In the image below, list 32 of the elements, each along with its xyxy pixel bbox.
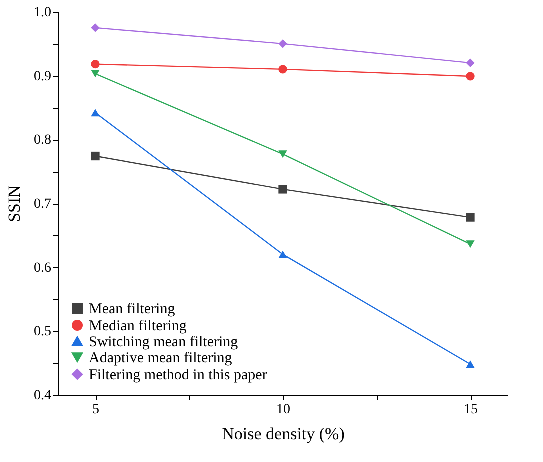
point <box>278 150 288 158</box>
y-tick-label: 1.0 <box>34 6 52 20</box>
point <box>278 250 288 258</box>
legend-label: Mean filtering <box>89 302 176 318</box>
y-tick-label: 0.6 <box>34 260 52 276</box>
y-tick-label: 0.9 <box>34 69 52 84</box>
legend-label: Adaptive mean filtering <box>89 350 233 366</box>
point <box>466 213 475 222</box>
x-axis-title: Noise density (%) <box>222 424 345 444</box>
point <box>91 60 100 69</box>
point <box>91 152 100 161</box>
point <box>91 109 100 117</box>
y-axis-title: SSIN <box>5 186 24 222</box>
y-tick-label: 0.8 <box>34 133 52 148</box>
legend-label: Median filtering <box>89 318 188 334</box>
point <box>466 72 475 81</box>
point <box>466 360 475 368</box>
y-tick-label: 0.7 <box>34 197 52 212</box>
x-tick-label: 15 <box>464 402 478 418</box>
point <box>466 58 475 68</box>
point <box>466 240 475 248</box>
x-tick-label: 5 <box>92 402 100 418</box>
legend-label: Switching mean filtering <box>89 334 239 350</box>
legend-label: Filtering method in this paper <box>89 368 268 384</box>
x-tick-label: 10 <box>276 402 290 418</box>
point <box>278 40 288 48</box>
point <box>91 24 100 32</box>
y-tick-label: 0.4 <box>34 388 52 404</box>
point <box>278 185 288 194</box>
point <box>278 65 288 74</box>
point <box>91 70 100 78</box>
y-tick-label: 0.5 <box>34 324 52 340</box>
